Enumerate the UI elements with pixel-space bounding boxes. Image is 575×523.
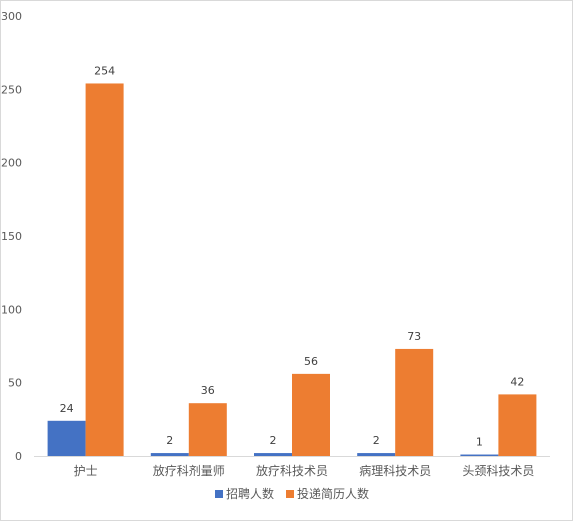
y-tick-label: 200: [1, 157, 22, 170]
legend-swatch: [215, 490, 223, 498]
bar: [357, 453, 396, 456]
y-tick-label: 250: [1, 83, 22, 96]
data-label: 73: [407, 330, 421, 343]
x-tick-label: 护士: [74, 464, 98, 478]
x-axis: 护士 放疗科剂量师 放疗科技术员 病理科技术员 头颈科技术员: [34, 456, 550, 478]
y-tick-label: 150: [1, 230, 22, 243]
legend: 招聘人数 投递简历人数: [215, 486, 369, 501]
data-label: 36: [201, 384, 215, 397]
y-tick-label: 100: [1, 303, 22, 316]
data-label: 42: [510, 375, 524, 388]
y-tick-label: 300: [1, 10, 22, 23]
x-tick-label: 放疗科剂量师: [153, 463, 225, 478]
y-axis: 0 50 100 150 200 250 300: [1, 10, 22, 463]
legend-label: 招聘人数: [226, 486, 274, 501]
data-label: 2: [270, 434, 277, 447]
bar: [498, 394, 537, 456]
x-tick-label: 放疗科技术员: [256, 463, 328, 478]
data-label: 56: [304, 355, 318, 368]
bar: [150, 453, 189, 456]
bar: [85, 83, 124, 456]
bar: [47, 420, 86, 456]
bar: [188, 403, 227, 456]
data-label: 2: [373, 434, 380, 447]
y-tick-label: 0: [15, 450, 22, 463]
bar: [292, 373, 330, 456]
data-label: 1: [476, 436, 483, 449]
y-tick-label: 50: [8, 377, 22, 390]
x-tick-label: 头颈科技术员: [462, 464, 534, 478]
legend-label: 投递简历人数: [297, 486, 369, 501]
data-label: 254: [94, 64, 115, 77]
x-tick-label: 病理科技术员: [359, 463, 431, 478]
bars: [47, 83, 537, 456]
legend-swatch: [286, 490, 294, 498]
data-label: 2: [166, 434, 173, 447]
data-label: 24: [60, 402, 74, 415]
bar: [395, 348, 434, 456]
bar: [460, 454, 499, 456]
bar: [254, 453, 292, 456]
data-labels: 24 254 2 36 2 56 2 73 1 42: [60, 64, 525, 448]
